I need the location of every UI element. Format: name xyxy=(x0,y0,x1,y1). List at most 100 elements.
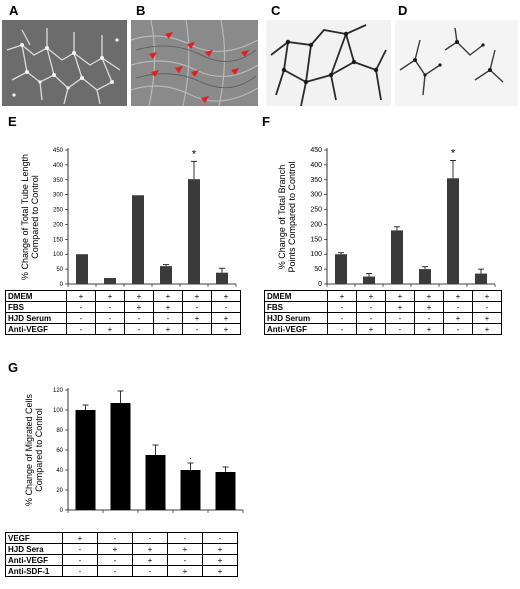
y-axis-label: % Change of Total Branch xyxy=(277,165,287,269)
bar xyxy=(132,195,144,284)
y-tick-label: 400 xyxy=(53,163,64,169)
table-row: HJD Serum - - - - + + xyxy=(264,312,502,324)
table-cell: + xyxy=(356,290,386,302)
micrograph-a xyxy=(2,20,127,106)
micrograph-d xyxy=(395,20,518,106)
table-cell: + xyxy=(414,290,444,302)
y-tick-label: 0 xyxy=(318,281,322,288)
y-tick-label: 200 xyxy=(310,221,322,228)
table-cell: + xyxy=(124,301,154,313)
table-cell: + xyxy=(472,323,502,335)
table-cell: + xyxy=(95,290,125,302)
table-cell: + xyxy=(211,312,241,324)
table-cell: - xyxy=(95,312,125,324)
table-cell: + xyxy=(327,290,357,302)
table-cell: - xyxy=(443,323,473,335)
table-cell: + xyxy=(153,301,183,313)
y-tick-label: 450 xyxy=(310,147,322,154)
y-tick-label: 150 xyxy=(53,237,64,243)
row-label-hjd-serum: HJD Serum xyxy=(264,312,328,324)
significance-marker: * xyxy=(192,148,197,160)
y-tick-label: 200 xyxy=(53,222,64,228)
table-cell: + xyxy=(202,543,238,555)
table-cell: - xyxy=(97,565,133,577)
table-cell: - xyxy=(327,301,357,313)
table-cell: - xyxy=(385,323,415,335)
row-label-vegf: VEGF xyxy=(5,532,63,544)
panel-letter-c: C xyxy=(271,3,281,18)
bar xyxy=(419,269,431,284)
table-cell: + xyxy=(62,532,98,544)
table-cell: - xyxy=(327,312,357,324)
table-row: Anti-VEGF - + - + - + xyxy=(5,323,241,335)
row-label-dmem: DMEM xyxy=(5,290,67,302)
panel-letter-b: B xyxy=(136,3,146,18)
bar xyxy=(145,455,166,510)
table-row: DMEM + + + + + + xyxy=(264,290,502,302)
significance-marker: . xyxy=(189,450,192,462)
panel-letter-a: A xyxy=(9,3,19,18)
y-axis-label: Compared to Control xyxy=(34,408,44,492)
table-cell: - xyxy=(182,301,212,313)
table-cell: - xyxy=(62,543,98,555)
y-tick-label: 50 xyxy=(314,266,322,273)
table-cell: - xyxy=(167,554,203,566)
y-tick-label: 250 xyxy=(53,208,64,214)
bar xyxy=(160,266,172,284)
bar xyxy=(180,470,201,510)
bar xyxy=(76,254,88,284)
y-tick-label: 100 xyxy=(53,408,64,414)
table-cell: - xyxy=(97,532,133,544)
y-tick-label: 350 xyxy=(53,178,64,184)
table-cell: - xyxy=(414,312,444,324)
row-label-anti-vegf: Anti-VEGF xyxy=(5,323,67,335)
bar xyxy=(110,403,131,510)
table-cell: - xyxy=(327,323,357,335)
table-cell: - xyxy=(66,301,96,313)
table-cell: - xyxy=(167,532,203,544)
table-cell: - xyxy=(211,301,241,313)
table-cell: - xyxy=(356,301,386,313)
table-cell: + xyxy=(211,323,241,335)
bar xyxy=(335,254,347,284)
micrograph-c xyxy=(266,20,391,106)
table-row: FBS - - + + - - xyxy=(5,301,241,313)
table-cell: + xyxy=(97,543,133,555)
table-cell: - xyxy=(62,565,98,577)
table-cell: - xyxy=(132,565,168,577)
bar xyxy=(104,278,116,284)
table-cell: - xyxy=(132,532,168,544)
y-tick-label: 100 xyxy=(310,251,322,258)
table-cell: - xyxy=(153,312,183,324)
table-cell: - xyxy=(356,312,386,324)
y-tick-label: 40 xyxy=(56,468,63,474)
table-cell: - xyxy=(443,301,473,313)
table-row: VEGF + - - - - xyxy=(5,532,238,544)
table-cell: + xyxy=(202,554,238,566)
row-label-fbs: FBS xyxy=(5,301,67,313)
panel-letter-d: D xyxy=(398,3,408,18)
y-tick-label: 350 xyxy=(310,177,322,184)
table-cell: + xyxy=(153,323,183,335)
y-axis-label: % Change of Migrated Cells xyxy=(24,393,34,506)
y-axis-label: Compared to Control xyxy=(30,175,40,259)
table-row: HJD Sera - + + + + xyxy=(5,543,238,555)
bar xyxy=(363,276,375,284)
y-tick-label: 0 xyxy=(60,282,64,288)
table-cell: + xyxy=(472,290,502,302)
y-tick-label: 400 xyxy=(310,162,322,169)
row-label-anti-sdf-1: Anti-SDF-1 xyxy=(5,565,63,577)
panel-letter-f: F xyxy=(262,114,270,129)
bar xyxy=(215,472,236,510)
table-row: Anti-VEGF - - + - + xyxy=(5,554,238,566)
table-f: DMEM + + + + + + FBS - - + + - - HJD Ser… xyxy=(264,290,502,335)
y-tick-label: 20 xyxy=(56,488,63,494)
micrograph-b xyxy=(131,20,258,106)
table-cell: + xyxy=(211,290,241,302)
y-tick-label: 0 xyxy=(60,508,64,514)
table-g: VEGF + - - - - HJD Sera - + + + + Anti-V… xyxy=(5,532,238,577)
table-cell: - xyxy=(66,323,96,335)
row-label-hjd-sera: HJD Sera xyxy=(5,543,63,555)
table-cell: - xyxy=(124,312,154,324)
bar xyxy=(475,273,487,284)
